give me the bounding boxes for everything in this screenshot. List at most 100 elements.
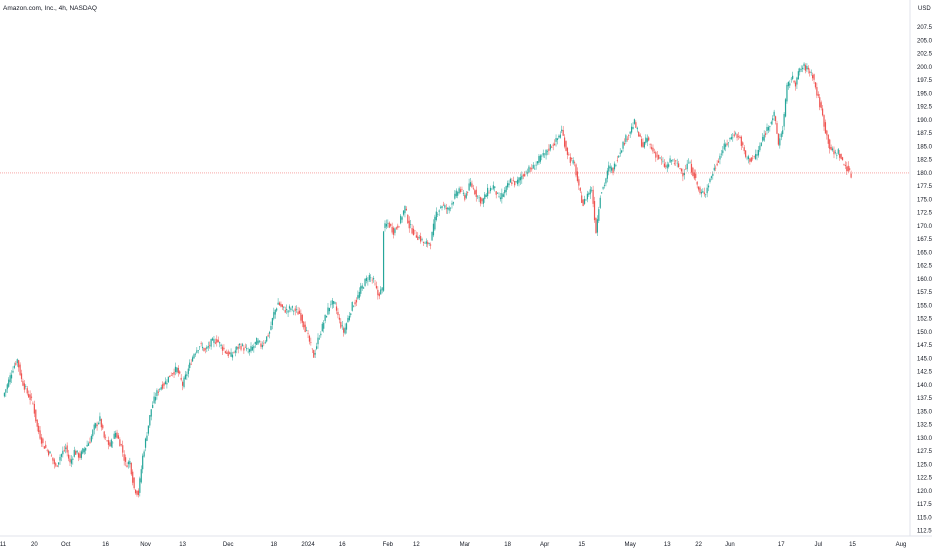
candle-down	[488, 192, 490, 194]
candle-down	[132, 471, 134, 483]
candle-down	[19, 364, 21, 375]
candle-up	[767, 127, 770, 131]
candle-down	[378, 293, 380, 297]
candle-up	[725, 144, 727, 147]
candle-up	[516, 179, 519, 185]
candle-up	[773, 111, 775, 117]
candle-down	[739, 136, 741, 139]
candle-down	[405, 208, 407, 211]
candle-down	[69, 458, 71, 463]
candle-up	[183, 377, 185, 388]
candle-up	[271, 318, 273, 326]
candle-down	[89, 441, 91, 444]
candle-up	[6, 384, 8, 390]
candle-up	[465, 193, 467, 198]
candle-up	[802, 67, 804, 70]
candle-up	[206, 346, 208, 349]
candle-up	[432, 223, 435, 236]
candle-up	[82, 448, 84, 454]
candle-up	[509, 178, 512, 183]
candle-down	[552, 144, 554, 146]
price-tick-label: 142.50	[917, 370, 932, 376]
candle-down	[471, 183, 473, 188]
candle-down	[233, 352, 235, 353]
time-tick-label: 13	[179, 542, 186, 548]
price-tick-label: 155.00	[917, 303, 932, 309]
candle-down	[562, 130, 564, 136]
candle-up	[256, 337, 258, 346]
candle-down	[649, 144, 651, 145]
candle-up	[633, 119, 636, 124]
candle-down	[169, 375, 171, 378]
candle-up	[622, 141, 624, 149]
price-tick-label: 167.50	[917, 237, 932, 243]
time-tick-label: 20	[31, 542, 38, 548]
candle-up	[247, 351, 249, 353]
candle-up	[720, 153, 722, 155]
price-axis[interactable]: 112.50 115.00 117.50 120.00 122.50 125.00 127.…	[917, 25, 932, 534]
currency-label: USD	[918, 6, 931, 12]
candle-up	[191, 357, 194, 362]
candle-down	[75, 451, 77, 455]
candle-up	[143, 451, 145, 457]
candle-up	[115, 432, 117, 438]
candle-down	[826, 130, 828, 136]
candle-up	[184, 374, 187, 379]
candle-up	[193, 354, 195, 359]
candle-up	[555, 138, 557, 142]
price-tick-label: 112.50	[917, 529, 932, 535]
price-tick-label: 140.00	[917, 383, 932, 389]
candle-down	[42, 438, 44, 444]
candle-down	[216, 339, 218, 343]
candle-up	[549, 144, 551, 150]
candle-up	[526, 172, 529, 174]
price-tick-label: 147.50	[917, 343, 932, 349]
candle-up	[353, 306, 355, 308]
candle-down	[172, 373, 174, 375]
candle-up	[572, 160, 574, 164]
candle-up	[810, 72, 812, 73]
candle-down	[820, 102, 822, 108]
candle-up	[757, 150, 760, 156]
candle-down	[52, 457, 54, 461]
candle-up	[756, 154, 758, 156]
price-tick-label: 165.00	[917, 250, 932, 256]
candle-down	[180, 377, 182, 380]
candle-up	[713, 167, 715, 171]
candle-up	[645, 137, 647, 143]
candle-down	[221, 346, 224, 351]
candle-up	[330, 304, 332, 306]
time-tick-label: 15	[578, 542, 585, 548]
candle-up	[12, 370, 14, 373]
candle-up	[97, 423, 100, 425]
candle-up	[286, 309, 288, 310]
candle-up	[709, 178, 711, 182]
candle-up	[525, 171, 527, 173]
price-tick-label: 180.00	[917, 171, 932, 177]
candle-down	[737, 136, 740, 137]
candle-down	[395, 227, 398, 229]
candle-down	[23, 383, 25, 390]
candle-up	[258, 340, 261, 342]
time-tick-label: 12	[413, 542, 420, 548]
candle-down	[284, 310, 286, 313]
candle-up	[803, 63, 805, 67]
candle-up	[401, 217, 403, 220]
candle-up	[484, 194, 486, 200]
candle-up	[264, 341, 266, 343]
candle-down	[46, 450, 48, 451]
candle-down	[716, 163, 718, 166]
candle-up	[492, 185, 494, 189]
candle-up	[150, 409, 152, 417]
candle-up	[632, 127, 634, 129]
candle-down	[117, 435, 120, 439]
time-tick-label: Aug	[896, 542, 907, 548]
candle-down	[642, 142, 644, 148]
time-tick-label: 22	[695, 542, 702, 548]
candle-down	[430, 244, 432, 246]
candle-down	[575, 164, 577, 176]
candle-down	[840, 153, 842, 160]
time-axis[interactable]: 11 20 Oct 16 Nov 13 Dec 18 2024 16 Feb 12 Mar 18 Apr 15…	[0, 542, 906, 548]
candle-down	[260, 343, 262, 347]
candle-up	[323, 322, 325, 329]
